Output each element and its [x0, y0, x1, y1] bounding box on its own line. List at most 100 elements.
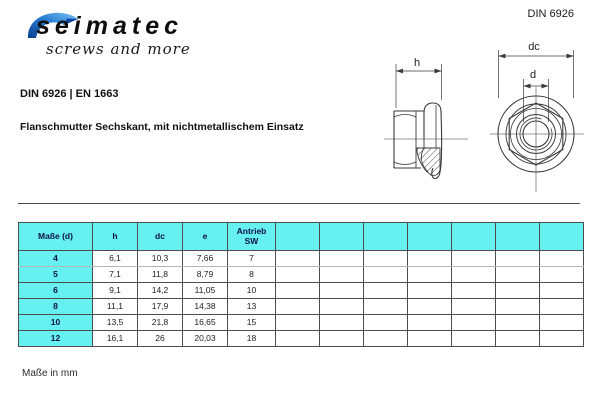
empty-cell	[319, 266, 364, 283]
table-row: 4 6,1 10,3 7,66 7	[18, 250, 584, 267]
empty-cell	[407, 298, 452, 315]
seimatec-logo: seimatec screws and more	[24, 5, 224, 63]
empty-cell	[363, 314, 408, 331]
empty-cell	[539, 266, 584, 283]
empty-cell	[495, 266, 540, 283]
table-row: 5 7,1 11,8 8,79 8	[18, 266, 584, 283]
standard-line: DIN 6926 | EN 1663	[20, 88, 119, 100]
size-cell: 5	[18, 266, 93, 283]
value-cell: 11,1	[92, 298, 138, 315]
column-header: e	[182, 222, 228, 251]
empty-cell	[451, 298, 496, 315]
empty-cell	[539, 250, 584, 267]
empty-cell	[275, 250, 320, 267]
section-divider	[18, 203, 580, 204]
value-cell: 13,5	[92, 314, 138, 331]
empty-cell	[363, 298, 408, 315]
dim-label-h: h	[414, 57, 420, 69]
value-cell: 7,66	[182, 250, 228, 267]
size-cell: 10	[18, 314, 93, 331]
empty-column-header	[451, 222, 496, 251]
empty-cell	[319, 314, 364, 331]
flange-nut-technical-drawing: h dc	[384, 41, 584, 192]
empty-cell	[407, 282, 452, 299]
empty-column-header	[275, 222, 320, 251]
value-cell: 11,05	[182, 282, 228, 299]
value-cell: 7,1	[92, 266, 138, 283]
empty-cell	[539, 282, 584, 299]
value-cell: 20,03	[182, 330, 228, 347]
value-cell: 9,1	[92, 282, 138, 299]
page-title: Flanschmutter Sechskant, mit nichtmetall…	[20, 121, 304, 133]
empty-column-header	[495, 222, 540, 251]
logo-swoosh-icon	[27, 12, 78, 38]
empty-cell	[495, 298, 540, 315]
column-header: Antrieb SW	[227, 222, 276, 251]
empty-cell	[363, 266, 408, 283]
table-row: 6 9,1 14,2 11,05 10	[18, 282, 584, 299]
table-row: 8 11,1 17,9 14,38 13	[18, 298, 584, 315]
empty-cell	[539, 330, 584, 347]
size-cell: 4	[18, 250, 93, 267]
empty-cell	[407, 330, 452, 347]
empty-cell	[363, 282, 408, 299]
value-cell: 18	[227, 330, 276, 347]
empty-cell	[319, 298, 364, 315]
size-cell: 12	[18, 330, 93, 347]
empty-cell	[319, 250, 364, 267]
value-cell: 8,79	[182, 266, 228, 283]
empty-cell	[451, 266, 496, 283]
empty-cell	[407, 266, 452, 283]
empty-cell	[495, 330, 540, 347]
empty-cell	[275, 330, 320, 347]
doc-number: DIN 6926	[527, 8, 574, 20]
column-header: Maße (d)	[18, 222, 93, 251]
table-row: 12 16,1 26 20,03 18	[18, 330, 584, 347]
size-cell: 6	[18, 282, 93, 299]
logo-brand-text: seimatec	[36, 12, 184, 40]
column-header: h	[92, 222, 138, 251]
value-cell: 14,38	[182, 298, 228, 315]
empty-column-header	[319, 222, 364, 251]
side-view-drawing	[384, 64, 468, 180]
empty-cell	[451, 314, 496, 331]
dim-label-d: d	[530, 69, 536, 81]
units-note: Maße in mm	[22, 368, 78, 379]
column-header: dc	[137, 222, 183, 251]
empty-cell	[451, 250, 496, 267]
empty-cell	[319, 282, 364, 299]
value-cell: 6,1	[92, 250, 138, 267]
empty-column-header	[539, 222, 584, 251]
empty-cell	[275, 266, 320, 283]
value-cell: 11,8	[137, 266, 183, 283]
empty-cell	[539, 314, 584, 331]
value-cell: 21,8	[137, 314, 183, 331]
empty-column-header	[407, 222, 452, 251]
empty-cell	[495, 282, 540, 299]
value-cell: 14,2	[137, 282, 183, 299]
value-cell: 17,9	[137, 298, 183, 315]
value-cell: 16,65	[182, 314, 228, 331]
empty-cell	[407, 250, 452, 267]
value-cell: 15	[227, 314, 276, 331]
value-cell: 10,3	[137, 250, 183, 267]
empty-column-header	[363, 222, 408, 251]
empty-cell	[451, 330, 496, 347]
empty-cell	[275, 282, 320, 299]
empty-cell	[407, 314, 452, 331]
table-row: 10 13,5 21,8 16,65 15	[18, 314, 584, 331]
value-cell: 16,1	[92, 330, 138, 347]
dimension-table: Maße (d) h dc e Antrieb SW 4 6,1 10,3 7,66 7 5 7,1…	[18, 222, 584, 347]
value-cell: 8	[227, 266, 276, 283]
front-view-drawing	[490, 50, 584, 192]
empty-cell	[319, 330, 364, 347]
table-body: 4 6,1 10,3 7,66 7 5 7,1 11,8 8,79 8 6 9,1 14,2 11,05 1…	[18, 250, 584, 347]
value-cell: 26	[137, 330, 183, 347]
empty-cell	[539, 298, 584, 315]
logo-tagline-text: screws and more	[46, 40, 191, 58]
empty-cell	[363, 330, 408, 347]
dim-label-dc: dc	[528, 41, 540, 53]
value-cell: 10	[227, 282, 276, 299]
value-cell: 13	[227, 298, 276, 315]
